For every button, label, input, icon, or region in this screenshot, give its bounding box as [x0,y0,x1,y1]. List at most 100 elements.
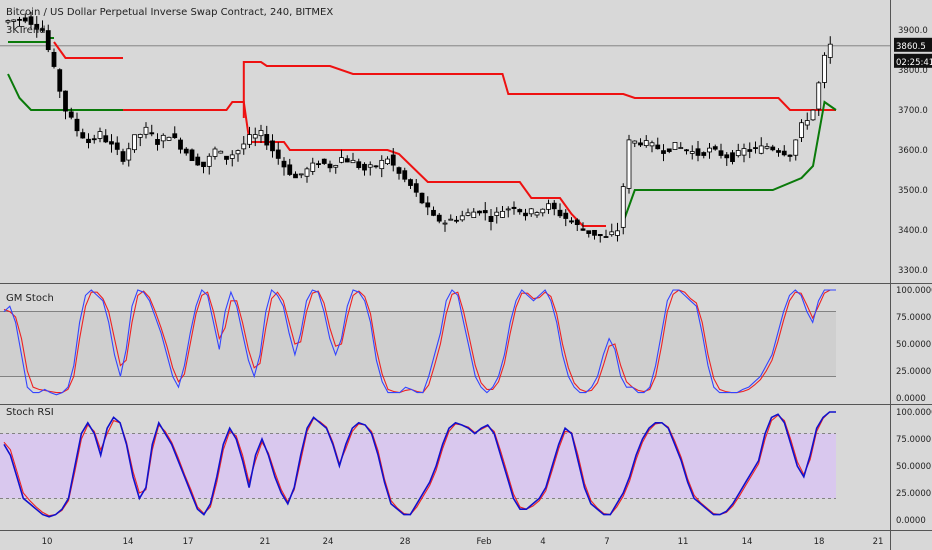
price-tick-label: 3500.0 [898,186,928,196]
candle-body [500,210,505,218]
candle-body [80,132,86,139]
candle-body [97,131,103,139]
candle-body [615,230,620,236]
candle-body [385,158,390,165]
candle-body [183,148,189,154]
trend-line [123,101,606,227]
candle-body [51,51,57,67]
countdown-label: 02:25:41 [896,58,932,68]
oscillator-tick-label: 50.0000 [896,462,931,472]
candle-body [592,229,597,236]
candle-body [569,220,574,223]
candle-body [143,126,149,135]
oscillator-tick-label: 75.0000 [896,313,931,323]
candle-body [160,134,166,142]
oscillator-band [0,433,836,499]
candle-body [822,54,827,83]
x-tick-label: 14 [742,537,753,547]
candle-body [258,130,264,137]
candle-body [45,30,51,51]
candle-body [770,146,776,151]
candle-body [810,109,816,121]
candle-body [701,152,707,156]
candle-body [149,132,155,135]
candle-body [632,140,638,144]
candle-body [344,158,350,163]
indicator-label-3ktrend: 3KTrend [6,25,46,36]
candle-body [776,150,781,153]
candle-body [229,154,235,159]
candle-body [442,222,448,225]
indicator-label-stoch-rsi: Stoch RSI [6,407,54,418]
x-tick-label: 18 [814,537,825,547]
candle-body [534,212,540,216]
x-tick-label: Feb [476,537,491,547]
oscillator-tick-label: 100.0000 [896,408,932,418]
candle-body [684,149,689,152]
candle-body [356,161,362,168]
candle-body [643,140,649,146]
candle-body [425,202,431,208]
candle-body [5,20,11,23]
candle-body [247,134,252,145]
candle-body [114,142,120,150]
candle-body [310,162,316,172]
candle-body [195,156,201,166]
trend-line [242,61,836,118]
candle-body [678,147,684,149]
candle-body [275,149,281,159]
candle-body [413,183,419,193]
x-tick-label: 7 [604,537,609,547]
candle-body [580,228,586,231]
trend-line [53,41,123,59]
last-price-tag [894,37,932,52]
candle-body [132,134,137,151]
candle-body [17,18,22,21]
candle-body [735,150,741,157]
candle-body [741,148,747,156]
candle-body [620,186,626,228]
candle-body [241,143,247,150]
candle-body [172,133,178,139]
oscillator-tick-label: 75.0000 [896,435,931,445]
candle-body [816,82,822,110]
candle-body [270,140,275,152]
candle-body [609,231,615,236]
candle-body [436,214,442,222]
candle-body [488,215,494,222]
candle-body [304,168,310,177]
candle-body [103,135,109,143]
candle-body [362,163,367,171]
price-tick-label: 3400.0 [898,226,928,236]
candle-body [350,159,356,164]
x-tick-label: 11 [678,537,689,547]
candle-body [505,208,511,211]
oscillator-tick-label: 0.0000 [896,394,926,404]
candle-body [109,141,114,145]
candle-body [373,165,379,168]
candle-body [63,90,68,112]
candle-body [68,111,74,118]
indicator-label-gm-stoch: GM Stoch [6,293,54,304]
price-tick-label: 3700.0 [898,106,928,116]
trend-line [7,73,123,111]
candle-body [459,215,465,221]
candle-body [494,211,500,216]
candle-body [557,209,563,217]
candle-body [655,144,661,150]
candle-body [764,146,770,149]
candle-body [212,148,218,157]
candle-body [419,192,425,204]
price-panel: 3900.0 3800.0 3700.0 3600.0 3500.0 3400.0 3300… [0,11,932,276]
candle-body [293,173,298,179]
candle-body [563,212,569,219]
candle-body [551,202,557,210]
oscillator-tick-label: 25.0000 [896,367,931,377]
candle-body [86,138,91,144]
candle-body [402,170,408,180]
candle-body [454,219,459,222]
candle-body [298,173,304,176]
stoch-rsi-panel: 100.0000 75.0000 50.0000 25.0000 0.0000 [0,405,932,530]
candle-body [482,210,488,214]
